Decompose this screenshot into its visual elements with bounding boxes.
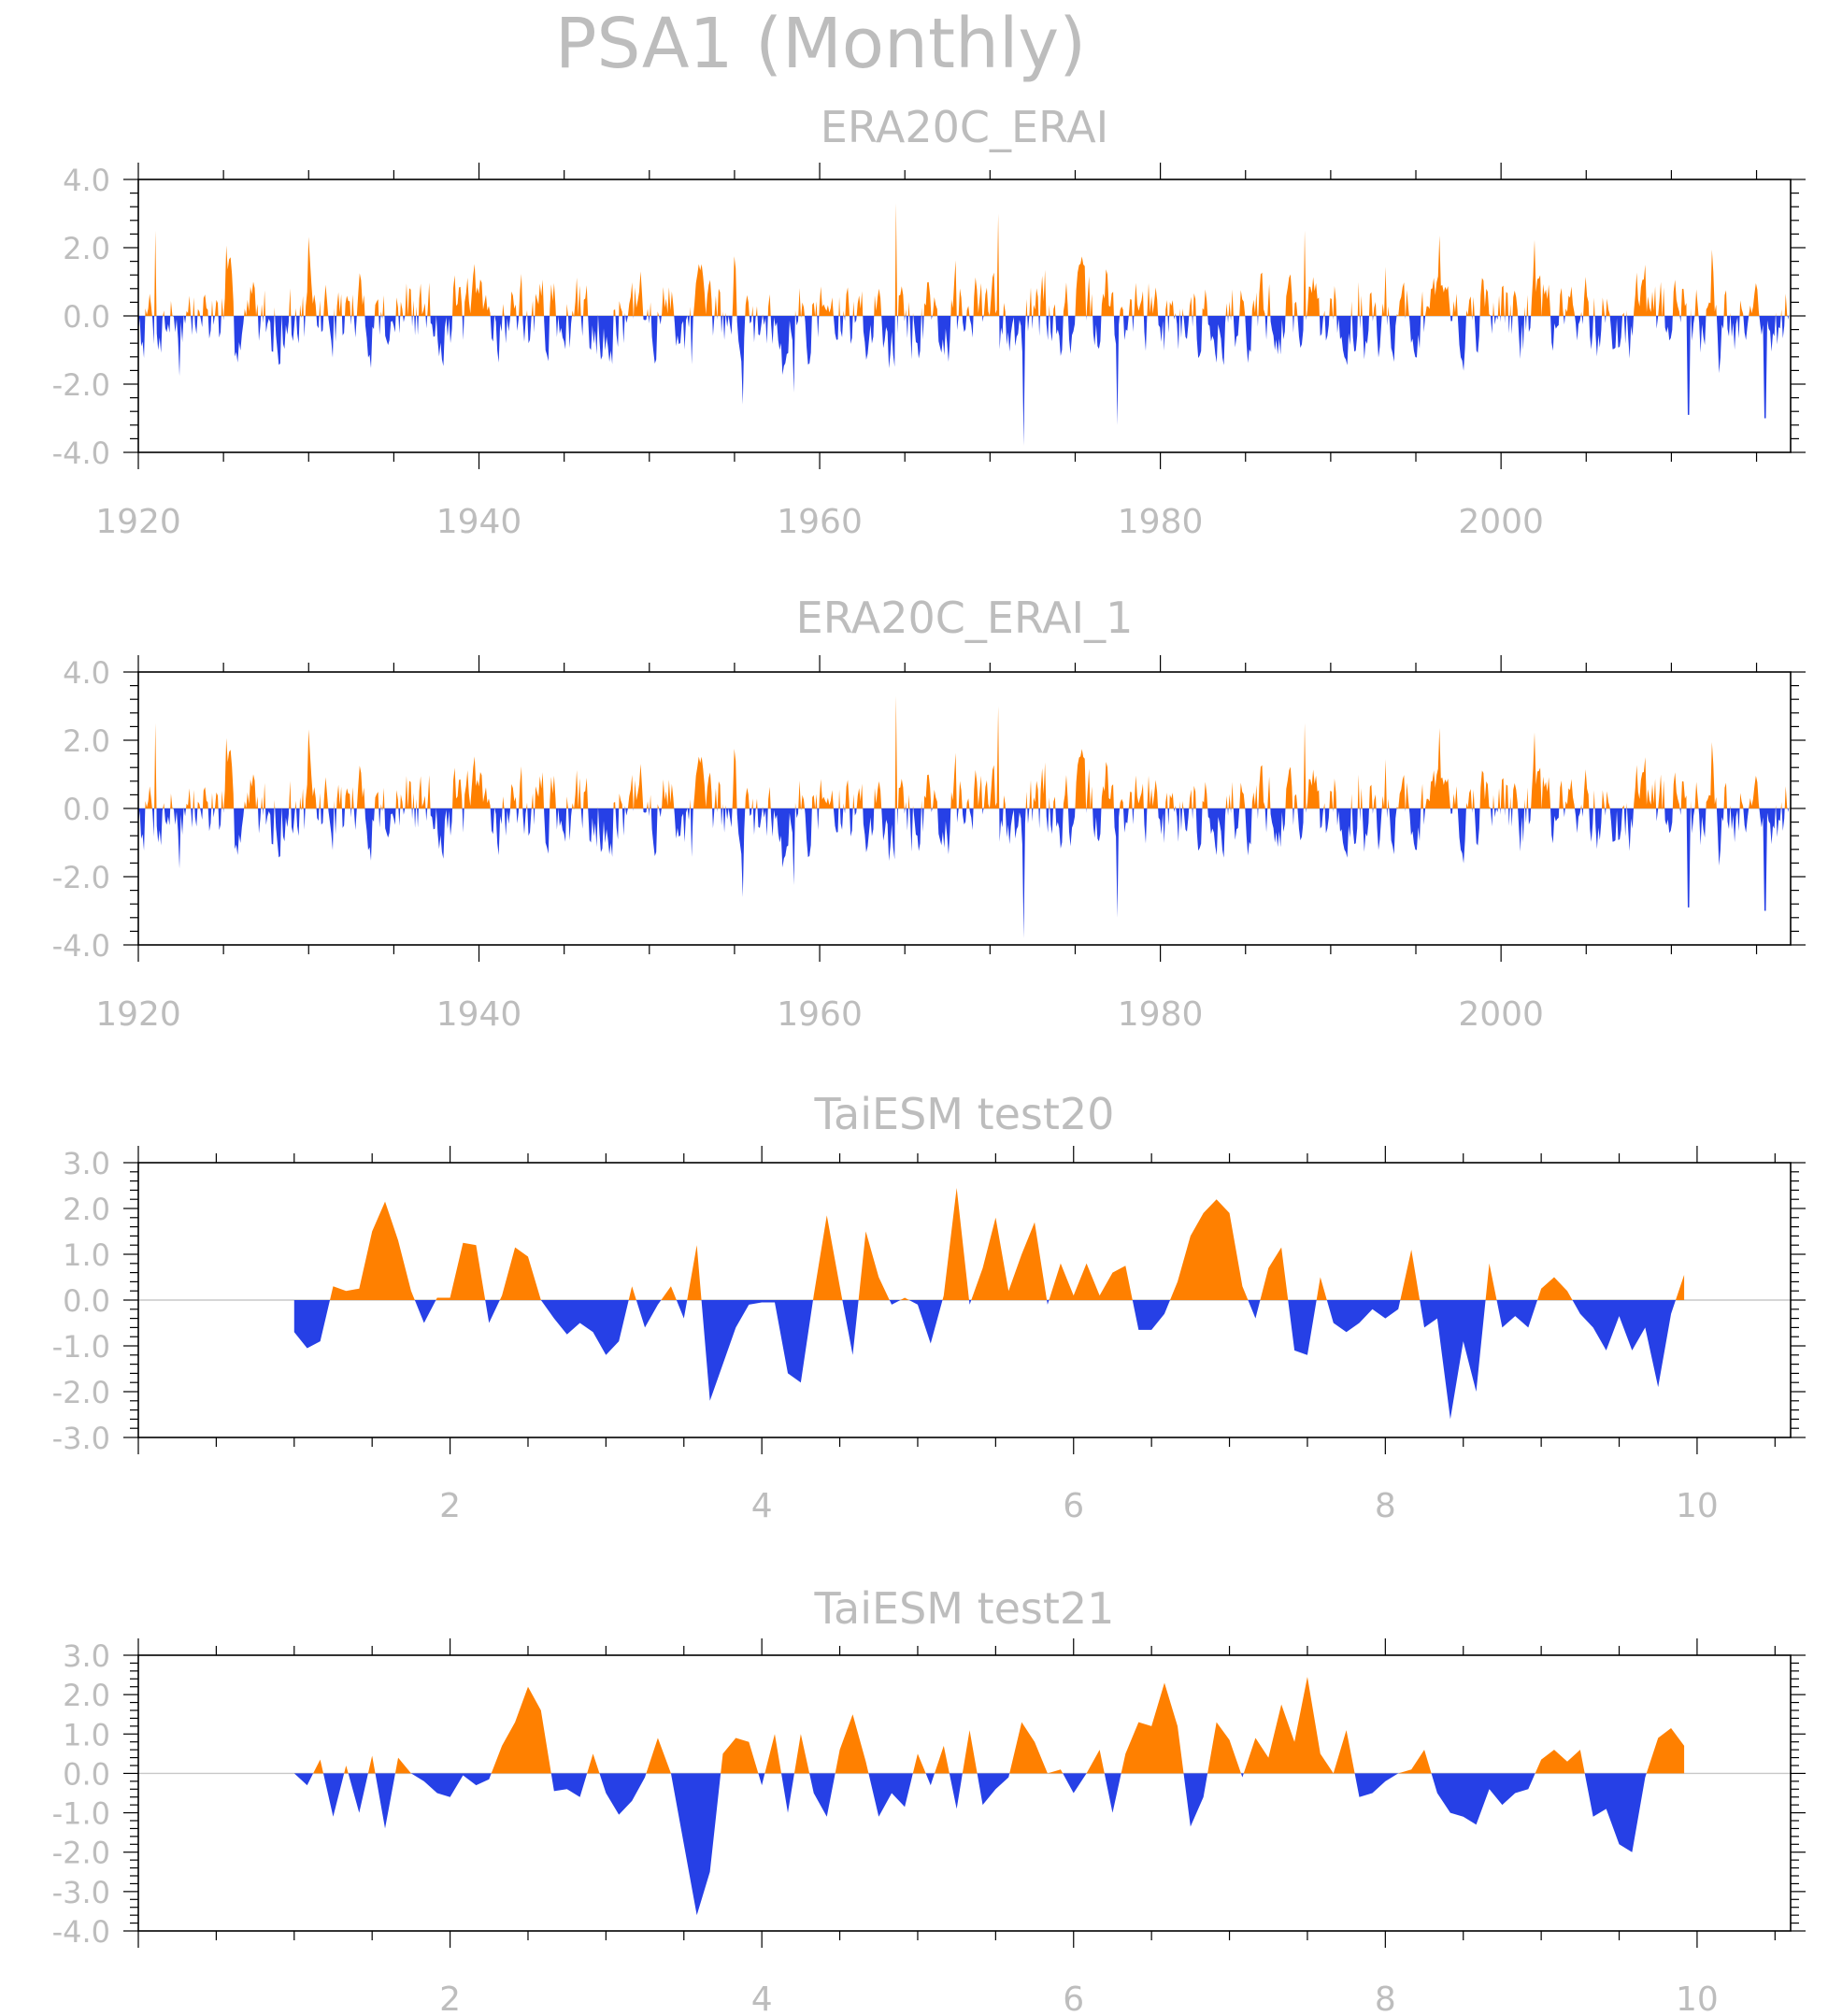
x-tick-label: 4 xyxy=(751,1487,773,1525)
y-tick-label: 1.0 xyxy=(63,1717,110,1752)
x-tick-label: 10 xyxy=(1676,1487,1719,1525)
positive-area xyxy=(138,695,1789,808)
y-tick-label: 3.0 xyxy=(63,1146,110,1181)
y-tick-label: 0.0 xyxy=(63,299,110,335)
panel-era20c-erai: ERA20C_ERAI -4.0 -2.0 0.0 2.0 4.0 1920 1940 196… xyxy=(52,102,1806,541)
x-tick-label: 2000 xyxy=(1458,503,1544,541)
negative-area xyxy=(138,808,1789,938)
y-tick-label: 2.0 xyxy=(63,231,110,266)
panel-title: ERA20C_ERAI xyxy=(821,102,1108,152)
x-tick-label: 10 xyxy=(1676,1980,1719,2016)
y-tick-label: 0.0 xyxy=(63,792,110,827)
plot-frame xyxy=(137,1654,1792,1932)
x-tick-label: 1940 xyxy=(436,503,522,541)
positive-area xyxy=(293,1677,1685,1774)
x-tick-label: 8 xyxy=(1375,1487,1396,1525)
y-tick-label: -4.0 xyxy=(52,1914,110,1950)
y-tick-label: 4.0 xyxy=(63,655,110,691)
y-tick-label: -3.0 xyxy=(52,1421,110,1456)
y-tick-label: 2.0 xyxy=(63,723,110,759)
y-tick-label: -2.0 xyxy=(52,1836,110,1871)
x-tick-label: 2000 xyxy=(1458,995,1544,1034)
negative-area xyxy=(293,1773,1685,1916)
panel-taiesm-test20: TaiESM test20 -3.0 -2.0 -1.0 0.0 1.0 2.0 3.0 2 4… xyxy=(52,1089,1806,1525)
y-tick-label: -1.0 xyxy=(52,1796,110,1832)
y-tick-label: -2.0 xyxy=(52,1375,110,1410)
panel-title: TaiESM test20 xyxy=(814,1089,1115,1139)
x-tick-label: 1920 xyxy=(95,995,181,1034)
figure-title: PSA1 (Monthly) xyxy=(555,4,1086,84)
panel-era20c-erai-1: ERA20C_ERAI_1 -4.0 -2.0 0.0 2.0 4.0 1920 1940 1… xyxy=(52,593,1806,1034)
y-tick-label: -4.0 xyxy=(52,436,110,471)
y-tick-label: -2.0 xyxy=(52,367,110,403)
negative-area xyxy=(138,316,1789,446)
x-tick-label: 1960 xyxy=(777,995,863,1034)
positive-area xyxy=(293,1187,1685,1300)
x-tick-label: 1980 xyxy=(1118,995,1204,1034)
y-tick-label: 0.0 xyxy=(63,1283,110,1319)
y-tick-label: 4.0 xyxy=(63,163,110,198)
panel-title: TaiESM test21 xyxy=(814,1583,1115,1634)
x-tick-label: 1960 xyxy=(777,503,863,541)
y-tick-label: -4.0 xyxy=(52,928,110,964)
y-tick-label: 2.0 xyxy=(63,1678,110,1713)
x-tick-label: 4 xyxy=(751,1980,773,2016)
x-tick-label: 1920 xyxy=(95,503,181,541)
y-tick-label: 2.0 xyxy=(63,1192,110,1227)
x-tick-label: 1940 xyxy=(436,995,522,1034)
y-tick-label: -2.0 xyxy=(52,860,110,895)
x-tick-label: 2 xyxy=(439,1980,461,2016)
y-tick-label: 1.0 xyxy=(63,1237,110,1273)
x-tick-label: 2 xyxy=(439,1487,461,1525)
y-tick-label: -3.0 xyxy=(52,1875,110,1910)
panel-taiesm-test21: TaiESM test21 -4.0 -3.0 -2.0 -1.0 0.0 1.0 2.0 3… xyxy=(52,1583,1806,2016)
positive-area xyxy=(138,203,1789,316)
y-tick-label: -1.0 xyxy=(52,1329,110,1365)
y-tick-label: 0.0 xyxy=(63,1756,110,1792)
x-tick-label: 6 xyxy=(1063,1487,1084,1525)
x-tick-label: 1980 xyxy=(1118,503,1204,541)
x-tick-label: 8 xyxy=(1375,1980,1396,2016)
y-tick-label: 3.0 xyxy=(63,1638,110,1674)
panel-title: ERA20C_ERAI_1 xyxy=(796,593,1134,643)
negative-area xyxy=(293,1300,1685,1420)
x-tick-label: 6 xyxy=(1063,1980,1084,2016)
